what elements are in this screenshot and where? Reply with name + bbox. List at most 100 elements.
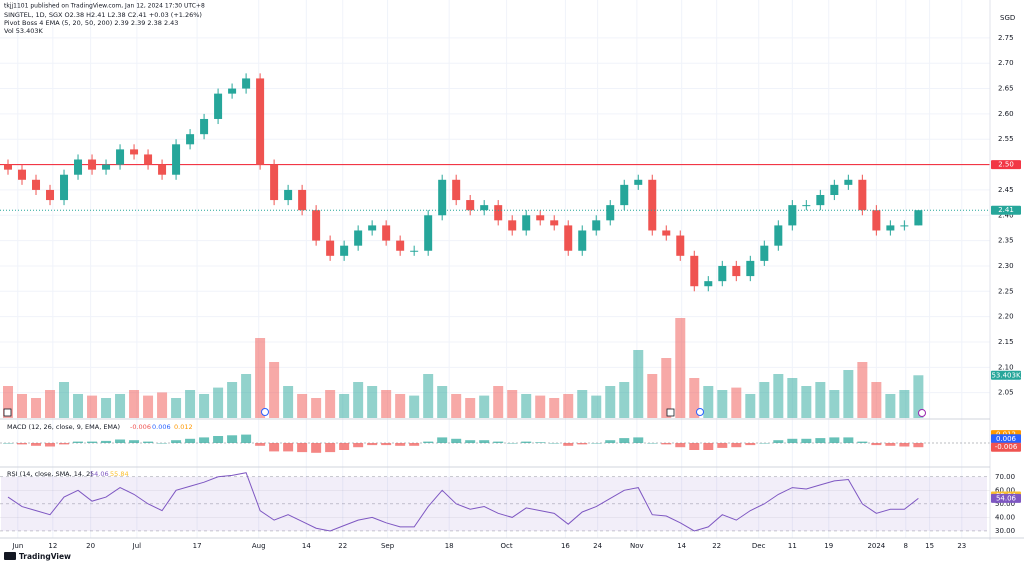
macd-histogram-bar — [703, 443, 714, 450]
x-tick-label: 12 — [48, 542, 57, 550]
publisher: tkjj1101 published on TradingView.com, J… — [4, 3, 205, 10]
macd-histogram-bar — [381, 443, 392, 446]
volume-bar — [59, 382, 70, 418]
macd-histogram-bar — [507, 443, 518, 444]
y-tick-label: 2.35 — [998, 237, 1014, 245]
volume-bar — [87, 395, 98, 418]
macd-histogram-bar — [101, 440, 112, 443]
rsi-legend-value: 54.06 — [90, 470, 109, 478]
macd-histogram-bar — [899, 443, 910, 447]
macd-histogram-bar — [913, 443, 924, 448]
currency: SGD — [1000, 14, 1015, 22]
macd-histogram-bar — [241, 434, 252, 443]
macd-histogram-bar — [255, 443, 266, 446]
macd-histogram-bar — [297, 443, 308, 453]
candle-body — [648, 179, 657, 231]
event-marker[interactable] — [3, 408, 12, 417]
candle-body — [494, 205, 503, 221]
candle-body — [130, 149, 139, 155]
candle-body — [900, 225, 909, 227]
footer: TradingView — [19, 552, 71, 561]
event-marker[interactable] — [666, 408, 675, 417]
volume-bar — [661, 358, 672, 418]
candle-body — [354, 230, 363, 246]
volume-bar — [31, 398, 42, 418]
macd-histogram-bar — [17, 443, 28, 445]
x-tick-label: Jun — [11, 542, 23, 550]
candle-body — [368, 225, 377, 231]
candle-body — [774, 225, 783, 246]
event-marker[interactable] — [696, 408, 704, 416]
candle-body — [228, 88, 237, 94]
macd-histogram-bar — [269, 443, 280, 452]
volume-bar — [269, 362, 280, 418]
candle-body — [200, 118, 209, 135]
volume-bar — [619, 382, 630, 418]
axis-tag — [991, 370, 1021, 380]
volume-bar — [465, 398, 476, 418]
macd-histogram-bar — [437, 437, 448, 443]
volume-bar — [633, 350, 644, 418]
event-marker[interactable] — [918, 409, 926, 417]
volume-bar — [801, 386, 812, 418]
macd-histogram-bar — [633, 437, 644, 443]
macd-histogram-bar — [87, 441, 98, 443]
candle-body — [480, 205, 489, 211]
macd-histogram-bar — [157, 443, 168, 444]
macd-histogram-bar — [479, 440, 490, 443]
volume-bar — [283, 386, 294, 418]
macd-histogram-bar — [829, 437, 840, 443]
volume-bar — [577, 390, 588, 418]
macd-histogram-bar — [367, 443, 378, 446]
rsi-line — [7, 472, 919, 532]
x-tick-label: 18 — [445, 542, 454, 550]
macd-histogram-bar — [689, 443, 700, 450]
volume-bar — [843, 370, 854, 418]
macd-histogram-bar — [577, 443, 588, 445]
candle-body — [676, 235, 685, 256]
candle-body — [592, 220, 601, 231]
y-tick-label: 2.30 — [998, 262, 1014, 270]
candle-body — [466, 200, 475, 211]
macd-histogram-bar — [423, 441, 434, 443]
volume-bar — [367, 386, 378, 418]
macd-histogram-bar — [227, 435, 238, 443]
macd-legend-value: -0.006 — [130, 423, 151, 431]
macd-histogram-bar — [745, 443, 756, 446]
y-tick-label: 60.00 — [995, 486, 1015, 494]
volume-bar — [675, 318, 686, 418]
axis-tag — [991, 160, 1021, 170]
macd-histogram-bar — [493, 441, 504, 443]
candle-body — [830, 184, 839, 195]
candle-body — [382, 225, 391, 241]
volume-bar — [689, 378, 700, 418]
event-marker[interactable] — [261, 408, 269, 416]
x-tick-label: Sep — [381, 542, 395, 550]
volume-bar — [395, 394, 406, 418]
macd-histogram-bar — [59, 443, 70, 445]
macd-histogram-bar — [535, 442, 546, 443]
volume-bar — [213, 387, 224, 418]
candle-body — [116, 149, 125, 165]
candle-body — [662, 230, 671, 236]
x-tick-label: Nov — [630, 542, 644, 550]
candle-body — [32, 179, 41, 190]
macd-histogram-bar — [717, 443, 728, 448]
x-tick-label: 2024 — [867, 542, 885, 550]
volume-bar — [325, 390, 336, 418]
axis-tag — [991, 493, 1021, 503]
volume-bar — [479, 395, 490, 418]
volume-bar — [171, 398, 182, 418]
volume-bar — [45, 390, 56, 418]
axis-tag-label: 0.006 — [996, 435, 1017, 443]
volume-bar — [507, 390, 518, 418]
candle-body — [312, 210, 321, 241]
candle-body — [718, 265, 727, 282]
y-tick-label: 2.75 — [998, 34, 1014, 42]
volume-bar — [101, 398, 112, 418]
candle-body — [704, 281, 713, 287]
x-tick-label: 22 — [338, 542, 347, 550]
macd-histogram-bar — [465, 440, 476, 443]
volume-bar — [409, 395, 420, 418]
ema-legend: Pivot Boss 4 EMA (5, 20, 50, 200) 2.39 2… — [4, 19, 178, 27]
